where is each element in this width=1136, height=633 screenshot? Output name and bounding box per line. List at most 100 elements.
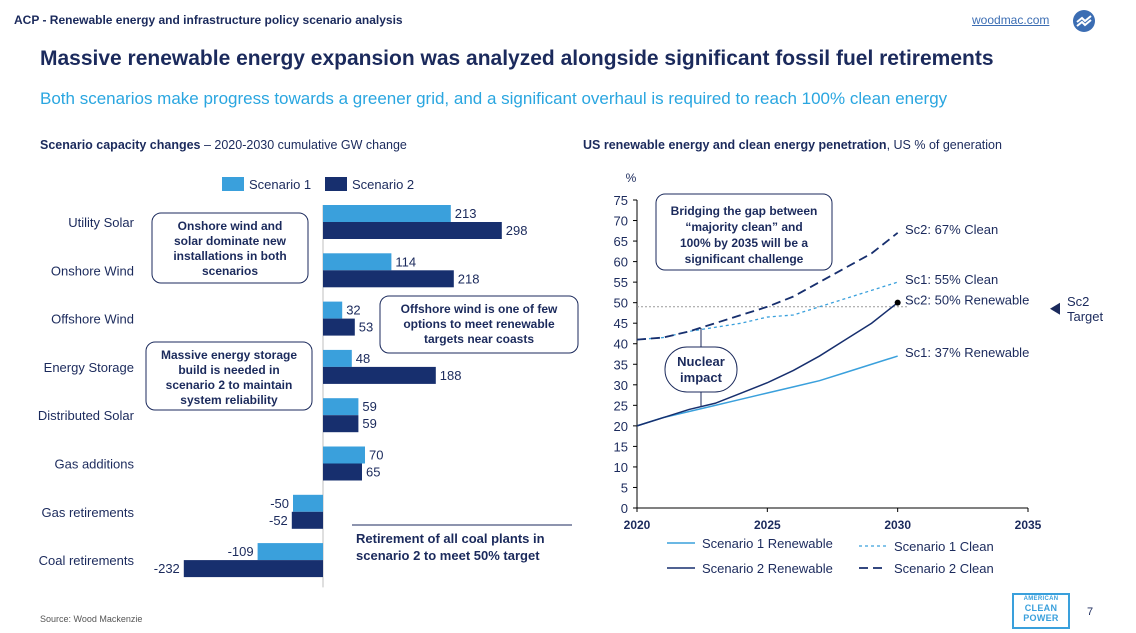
page-subtitle: Both scenarios make progress towards a g… [40, 89, 948, 108]
y-tick-label: 35 [614, 357, 628, 372]
bar-value-label: 59 [362, 399, 376, 414]
bar-scenario-1 [323, 446, 365, 464]
annotation-text: Onshore wind and [178, 219, 283, 233]
bar-scenario-2 [323, 222, 502, 239]
bar-value-label: 114 [395, 254, 416, 269]
bar-value-label: 298 [506, 223, 528, 238]
x-tick-label: 2025 [754, 518, 781, 532]
bar-value-label: 213 [455, 206, 477, 221]
bar-value-label: 65 [366, 465, 380, 480]
annotation-text: build is needed in [178, 363, 279, 377]
target-marker-icon [1050, 302, 1060, 315]
nuclear-impact-text: impact [680, 370, 723, 385]
right-chart-heading-rest: , US % of generation [886, 138, 1002, 152]
annotation-text: Offshore wind is one of few [401, 302, 558, 316]
y-tick-label: 40 [614, 337, 628, 352]
legend-swatch-scenario-1 [222, 177, 244, 191]
category-label: Coal retirements [39, 553, 135, 568]
woodmac-link[interactable]: woodmac.com [972, 13, 1050, 27]
y-axis-label: % [626, 171, 637, 185]
x-tick-label: 2030 [884, 518, 911, 532]
bar-value-label: -50 [270, 496, 289, 511]
bar-scenario-1 [323, 253, 392, 271]
bar-value-label: 188 [440, 368, 462, 383]
y-tick-label: 50 [614, 296, 628, 311]
bar-scenario-2 [323, 463, 362, 481]
bar-scenario-1 [323, 301, 343, 319]
legend-label: Scenario 2 Renewable [702, 561, 833, 576]
x-tick-label: 2035 [1015, 518, 1042, 532]
annotation-box [379, 295, 579, 354]
woodmac-logo-icon [1073, 10, 1095, 32]
legend-swatch-scenario-2 [325, 177, 347, 191]
coal-note-text: Retirement of all coal plants in [356, 531, 545, 546]
category-label: Onshore Wind [51, 263, 134, 278]
category-label: Gas retirements [42, 505, 135, 520]
annotation-text: solar dominate new [174, 234, 287, 248]
annotation-box [145, 341, 313, 411]
sc2-renewable-endpoint [894, 299, 901, 306]
y-tick-label: 30 [614, 378, 628, 393]
bar-value-label: -232 [154, 561, 180, 576]
bar-value-label: 32 [346, 303, 360, 318]
series-end-label: Sc2: 50% Renewable [905, 293, 1029, 308]
bar-value-label: 70 [369, 448, 383, 463]
capacity-bar-chart: Scenario 1 Scenario 2 Utility Solar 213 298 O… [38, 177, 579, 588]
legend-label-scenario-2: Scenario 2 [352, 177, 414, 192]
legend-label: Scenario 1 Clean [894, 539, 994, 554]
nuclear-impact-text: Nuclear [677, 354, 725, 369]
line-scenario-2-clean [636, 232, 899, 341]
annotation-text: “majority clean” and [685, 220, 802, 234]
bar-scenario-2 [183, 560, 323, 578]
left-chart-heading-bold: Scenario capacity changes [40, 138, 201, 152]
bar-value-label: 53 [359, 320, 373, 335]
bar-scenario-2 [323, 270, 454, 288]
target-label: Sc2 [1067, 294, 1089, 309]
annotation-text: installations in both [173, 249, 286, 263]
annotation-text: Massive energy storage [161, 348, 297, 362]
right-chart-heading-bold: US renewable energy and clean energy pen… [583, 138, 887, 152]
y-tick-label: 60 [614, 255, 628, 270]
acp-logo-line3: POWER [1023, 613, 1059, 623]
left-chart-heading: Scenario capacity changes – 2020-2030 cu… [40, 138, 407, 152]
page-number: 7 [1087, 606, 1094, 618]
y-tick-label: 25 [614, 398, 628, 413]
category-label: Distributed Solar [38, 408, 135, 423]
right-chart-heading: US renewable energy and clean energy pen… [583, 138, 1002, 152]
y-tick-label: 45 [614, 316, 628, 331]
series-end-label: Sc1: 37% Renewable [905, 345, 1029, 360]
y-tick-label: 70 [614, 214, 628, 229]
bar-scenario-1 [257, 543, 323, 561]
legend-label: Scenario 2 Clean [894, 561, 994, 576]
bar-value-label: -109 [228, 544, 254, 559]
bar-scenario-2 [323, 318, 355, 336]
category-label: Gas additions [55, 457, 135, 472]
category-label: Utility Solar [68, 215, 134, 230]
annotation-text: 100% by 2035 will be a [680, 236, 808, 250]
source-note: Source: Wood Mackenzie [40, 614, 143, 624]
category-label: Energy Storage [44, 360, 134, 375]
acp-logo: AMERICAN CLEAN POWER [1012, 593, 1070, 629]
annotation-text: system reliability [180, 393, 278, 407]
bar-scenario-1 [323, 205, 451, 222]
target-label: Target [1067, 309, 1104, 324]
y-tick-label: 55 [614, 275, 628, 290]
y-tick-label: 5 [621, 480, 628, 495]
annotation-text: targets near coasts [424, 332, 534, 346]
header-title: ACP - Renewable energy and infrastructur… [14, 13, 403, 27]
y-tick-label: 10 [614, 460, 628, 475]
category-label: Offshore Wind [51, 312, 134, 327]
bar-value-label: 59 [362, 416, 376, 431]
y-tick-label: 65 [614, 234, 628, 249]
bar-value-label: -52 [269, 513, 288, 528]
x-tick-label: 2020 [624, 518, 651, 532]
left-chart-heading-rest: – 2020-2030 cumulative GW change [200, 138, 407, 152]
acp-logo-line2: CLEAN [1024, 603, 1058, 613]
annotation-text: Bridging the gap between [671, 204, 818, 218]
series-end-label: Sc2: 67% Clean [905, 222, 998, 237]
y-tick-label: 75 [614, 193, 628, 208]
bar-scenario-2 [291, 511, 323, 529]
line-scenario-1-renewable [636, 355, 898, 427]
legend-label: Scenario 1 Renewable [702, 536, 833, 551]
y-tick-label: 20 [614, 419, 628, 434]
